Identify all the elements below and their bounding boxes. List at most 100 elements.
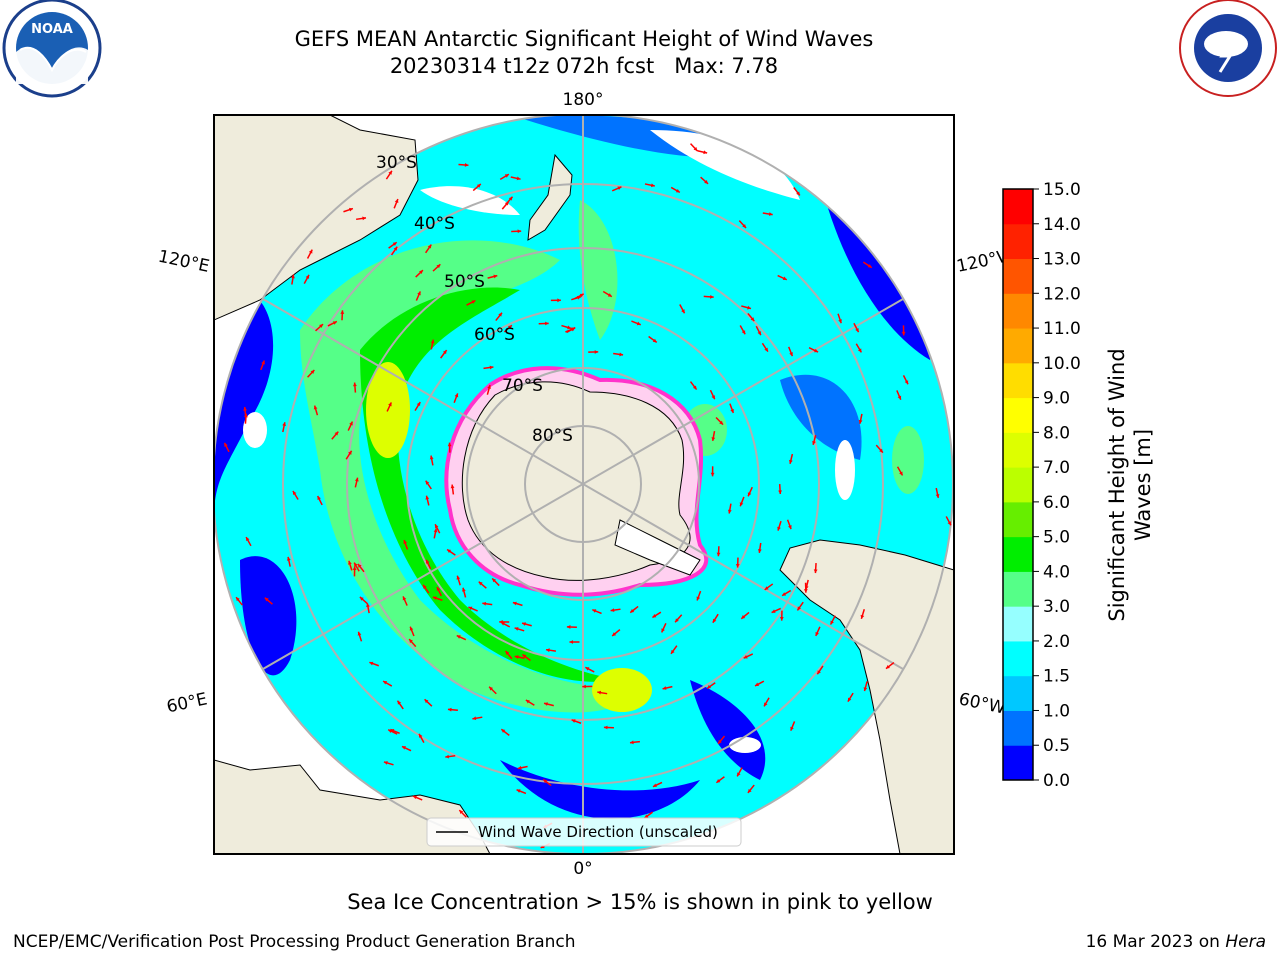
colorbar-tick-label: 1.0 <box>1043 701 1070 721</box>
lat-label-30s: 30°S <box>376 153 417 173</box>
colorbar-tick-label: 1.5 <box>1043 667 1070 687</box>
wave-direction-arrowhead <box>886 664 890 669</box>
wave-direction-arrowhead <box>576 295 581 300</box>
colorbar-tick-label: 5.0 <box>1043 528 1070 548</box>
wave-direction-arrowhead <box>507 325 512 330</box>
colorbar-swatch <box>1003 675 1033 711</box>
wave-direction-arrowhead <box>416 402 421 407</box>
wave-direction-arrowhead <box>716 552 721 557</box>
wave-direction-arrowhead <box>397 700 402 705</box>
wave-direction-arrowhead <box>401 746 406 750</box>
wave-direction-arrowhead <box>764 347 768 352</box>
wave-direction-arrowhead <box>390 729 395 733</box>
wave-direction-arrowhead <box>703 150 708 155</box>
wave-direction-arrowhead <box>282 422 287 427</box>
wave-direction-arrowhead <box>388 402 392 407</box>
wave-direction-arrowhead <box>445 754 450 759</box>
wave-direction-arrowhead <box>790 726 794 731</box>
wave-direction-arrowhead <box>544 702 548 706</box>
wave-direction-arrowhead <box>243 407 247 411</box>
wave-direction-arrowhead <box>264 597 269 602</box>
colorbar-tick-label: 6.0 <box>1043 493 1070 513</box>
colorbar-swatch <box>1003 606 1033 642</box>
wave-direction-arrowhead <box>487 385 491 389</box>
title-line-1: GEFS MEAN Antarctic Significant Height o… <box>294 27 874 51</box>
lon-label-60w: 60°W <box>957 689 1007 718</box>
wave-direction-arrowhead <box>582 684 586 689</box>
wave-direction-arrowhead <box>471 300 476 304</box>
wave-direction-arrowhead <box>778 490 782 495</box>
wave-direction-arrowhead <box>629 740 634 745</box>
lat-label-80s: 80°S <box>532 426 573 446</box>
wave-direction-arrowhead <box>675 618 679 623</box>
wave-direction-arrowhead <box>454 393 459 398</box>
wave-direction-arrowhead <box>310 369 315 374</box>
wave-direction-arrowhead <box>447 549 452 554</box>
wave-direction-arrowhead <box>459 810 464 814</box>
wave-direction-arrowhead <box>782 276 787 281</box>
wave-direction-arrowhead <box>348 560 352 565</box>
wave-direction-arrowhead <box>570 327 575 332</box>
wave-direction-arrowhead <box>430 339 435 344</box>
colorbar-tick-label: 0.5 <box>1043 736 1070 756</box>
colorbar-tick-label: 15.0 <box>1043 180 1081 200</box>
colorbar-tick-label: 10.0 <box>1043 354 1081 374</box>
wave-direction-arrowhead <box>742 224 747 228</box>
wave-direction-arrowhead <box>782 592 787 596</box>
wave-direction-arrowhead <box>750 317 755 322</box>
wave-direction-arrowhead <box>392 242 397 246</box>
wave-direction-arrowhead <box>607 293 612 297</box>
wave-direction-arrowhead <box>735 563 740 568</box>
colorbar-swatch <box>1003 710 1033 746</box>
wave-direction-arrowhead <box>692 385 697 390</box>
wave-direction-arrowhead <box>755 682 760 686</box>
wave-direction-arrowhead <box>847 697 852 702</box>
wave-direction-arrowhead <box>286 556 291 561</box>
wave-direction-arrowhead <box>417 291 421 296</box>
wave-direction-arrowhead <box>716 779 721 783</box>
wave-direction-arrowhead <box>357 563 362 568</box>
colorbar-swatch <box>1003 571 1033 607</box>
lat-label-60s: 60°S <box>474 325 515 345</box>
wave-direction-arrowhead <box>704 180 709 184</box>
wave-direction-arrowhead <box>369 661 374 666</box>
lon-label-180: 180° <box>563 90 604 110</box>
wave-direction-arrowhead <box>388 170 392 175</box>
wave-direction-arrowhead <box>612 632 617 636</box>
wave-direction-arrowhead <box>354 477 359 482</box>
wave-direction-arrowhead <box>557 298 561 303</box>
wind-wave-direction-arrows <box>223 143 952 849</box>
wave-direction-arrowhead <box>712 618 717 623</box>
wave-direction-arrowhead <box>305 274 310 279</box>
title-line-2: 20230314 t12z 072h fcst Max: 7.78 <box>389 54 779 78</box>
wave-direction-arrowhead <box>402 596 407 601</box>
wave-direction-arrowhead <box>543 779 548 784</box>
wave-direction-arrowhead <box>566 625 571 629</box>
nws-logo <box>1179 0 1277 97</box>
wave-direction-arrowhead <box>830 620 834 625</box>
colorbar-tick-label: 13.0 <box>1043 250 1081 270</box>
wave-direction-arrowhead <box>362 216 367 221</box>
wave-direction-arrowhead <box>317 496 321 501</box>
wave-direction-arrowhead <box>357 631 362 636</box>
colorbar-swatch <box>1003 258 1033 294</box>
wave-direction-arrowhead <box>236 597 240 602</box>
wave-direction-arrowhead <box>436 586 441 591</box>
colorbar-swatch <box>1003 293 1033 329</box>
wave-direction-arrowhead <box>409 639 413 644</box>
wave-direction-arrowhead <box>525 700 530 704</box>
wave-direction-arrowhead <box>352 566 357 570</box>
wave-direction-arrowhead <box>789 352 793 357</box>
wave-direction-arrowhead <box>514 627 519 631</box>
wave-direction-arrowhead <box>730 408 734 413</box>
wave-direction-arrowhead <box>512 601 517 606</box>
wave-direction-arrowhead <box>812 440 816 445</box>
colorbar-label-line1: Significant Height of Wind <box>1105 348 1129 621</box>
colorbar-swatch <box>1003 223 1033 260</box>
wave-direction-arrowhead <box>442 350 447 355</box>
wave-direction-arrowhead <box>858 419 863 424</box>
lat-label-40s: 40°S <box>414 214 455 234</box>
wave-direction-arrowhead <box>412 795 417 800</box>
wave-direction-arrowhead <box>394 199 399 203</box>
wave-direction-arrowhead <box>522 654 527 659</box>
